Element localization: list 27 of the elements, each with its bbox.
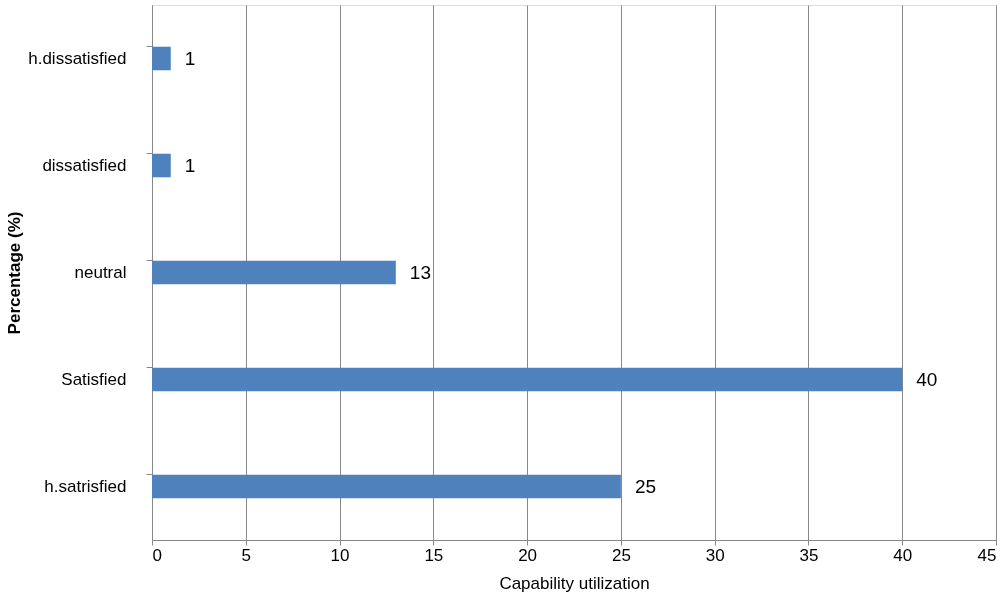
- bar: [152, 260, 396, 285]
- bar: [152, 474, 621, 499]
- bar: [152, 153, 171, 178]
- data-label: 25: [634, 475, 657, 497]
- x-tick-label: 10: [330, 545, 350, 565]
- data-label: 1: [184, 47, 196, 69]
- y-tick-label: h.dissatisfied: [28, 48, 127, 68]
- x-tick-label: 45: [977, 545, 997, 565]
- y-tick-label: h.satrisfied: [44, 476, 127, 496]
- x-tick-label: 30: [705, 545, 725, 565]
- x-axis-title: Capability utilization: [499, 573, 650, 593]
- bar: [152, 46, 171, 71]
- x-tick-label: 25: [611, 545, 631, 565]
- x-tick-label: 5: [241, 545, 252, 565]
- y-axis-title: Percentage (%): [5, 211, 25, 335]
- x-tick-label: 20: [518, 545, 538, 565]
- data-label: 40: [916, 368, 938, 390]
- x-tick-label: 40: [893, 545, 913, 565]
- x-tick-label: 0: [152, 545, 162, 565]
- data-label: 13: [409, 261, 431, 283]
- bar: [152, 367, 903, 392]
- y-tick-label: Satisfied: [61, 369, 127, 389]
- x-tick-label: 15: [424, 545, 444, 565]
- x-tick-label: 35: [799, 545, 819, 565]
- y-tick-label: dissatisfied: [42, 155, 127, 175]
- y-tick-label: neutral: [74, 262, 127, 282]
- data-label: 1: [184, 154, 196, 176]
